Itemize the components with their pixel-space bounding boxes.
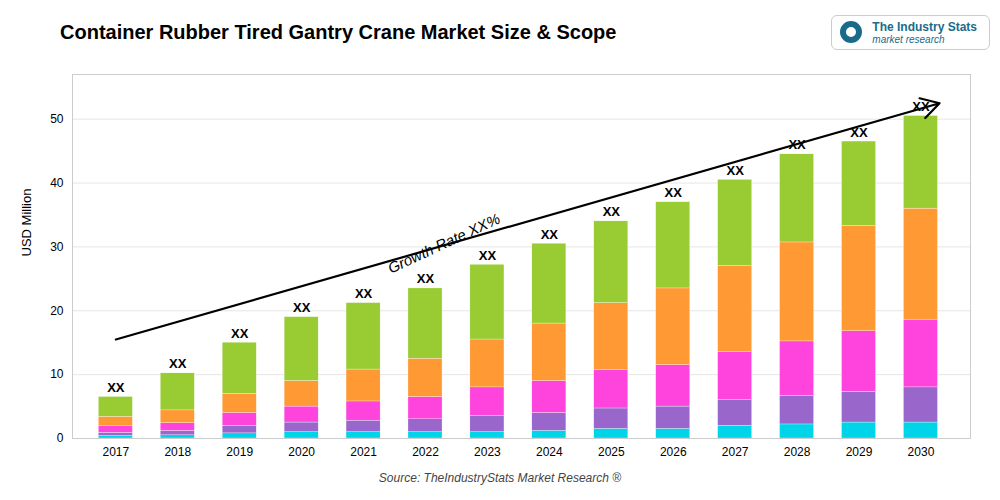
svg-text:2022: 2022 bbox=[412, 445, 439, 459]
svg-text:2029: 2029 bbox=[846, 445, 873, 459]
html-text:The Industry Stats: The Industry Stats bbox=[872, 19, 977, 34]
svg-text:XX: XX bbox=[665, 185, 683, 200]
svg-text:2027: 2027 bbox=[722, 445, 749, 459]
svg-text:0: 0 bbox=[57, 431, 64, 445]
svg-text:XX: XX bbox=[850, 124, 868, 140]
svg-text:2025: 2025 bbox=[598, 445, 625, 459]
svg-text:XX: XX bbox=[169, 356, 187, 371]
svg-text:2018: 2018 bbox=[164, 445, 191, 459]
svg-text:XX: XX bbox=[355, 286, 373, 301]
svg-text:XX: XX bbox=[603, 204, 621, 219]
svg-text:2021: 2021 bbox=[350, 445, 377, 459]
svg-text:XX: XX bbox=[107, 380, 125, 395]
svg-text:40: 40 bbox=[50, 176, 64, 190]
svg-text:XX: XX bbox=[788, 137, 806, 153]
svg-text:2017: 2017 bbox=[103, 445, 130, 459]
svg-text:20: 20 bbox=[50, 304, 64, 318]
svg-text:Growth Rate XX%: Growth Rate XX% bbox=[385, 210, 502, 277]
svg-text:XX: XX bbox=[293, 300, 311, 315]
svg-text:XX: XX bbox=[231, 326, 249, 341]
svg-text:2023: 2023 bbox=[474, 445, 501, 459]
html-text:Source: TheIndustryStats Marke: Source: TheIndustryStats Market Research… bbox=[378, 471, 622, 485]
svg-text:50: 50 bbox=[50, 112, 64, 126]
html-text:market research: market research bbox=[872, 33, 945, 45]
svg-text:2019: 2019 bbox=[226, 445, 253, 459]
svg-text:2026: 2026 bbox=[660, 445, 687, 459]
svg-text:XX: XX bbox=[417, 271, 435, 286]
svg-text:10: 10 bbox=[50, 367, 64, 381]
svg-text:2024: 2024 bbox=[536, 445, 563, 459]
svg-text:30: 30 bbox=[50, 240, 64, 254]
svg-text:2030: 2030 bbox=[908, 445, 935, 459]
svg-text:2028: 2028 bbox=[784, 445, 811, 459]
svg-text:USD Million: USD Million bbox=[19, 189, 34, 257]
svg-text:XX: XX bbox=[541, 227, 559, 242]
html-text:Container Rubber Tired Gantry: Container Rubber Tired Gantry Crane Mark… bbox=[60, 20, 617, 43]
svg-text:XX: XX bbox=[912, 99, 930, 114]
svg-text:XX: XX bbox=[479, 248, 497, 263]
svg-text:2020: 2020 bbox=[288, 445, 315, 459]
svg-text:XX: XX bbox=[726, 163, 744, 178]
